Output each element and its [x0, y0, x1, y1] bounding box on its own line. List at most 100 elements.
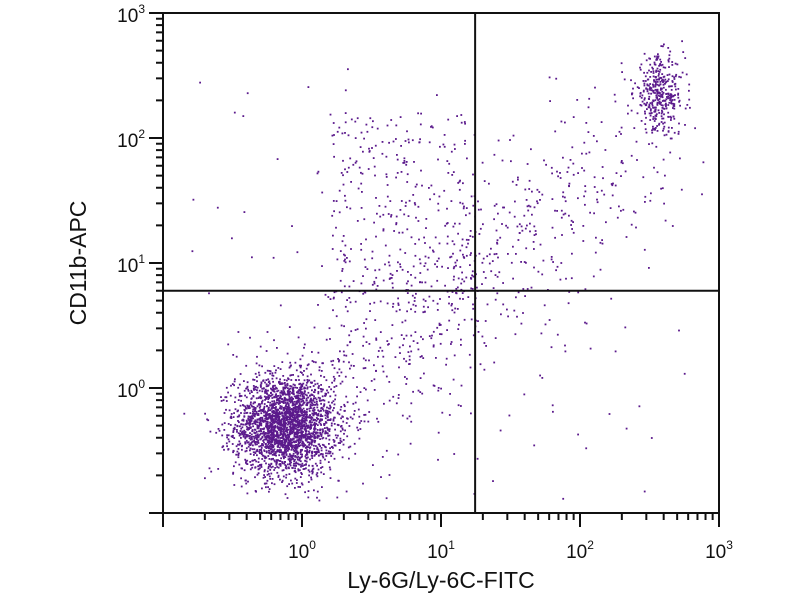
data-point [378, 205, 381, 207]
data-point [333, 403, 336, 406]
data-point [449, 393, 451, 395]
data-point [240, 399, 242, 402]
data-point [656, 104, 659, 106]
data-point [281, 361, 284, 363]
data-point [253, 451, 256, 454]
data-point [649, 199, 652, 202]
data-point [307, 441, 310, 444]
data-point [300, 386, 303, 389]
data-point [263, 434, 265, 437]
data-point [470, 412, 472, 415]
data-point [246, 404, 249, 407]
data-point [343, 354, 346, 357]
data-point [283, 418, 286, 421]
data-point [381, 349, 384, 352]
data-point [395, 124, 398, 127]
data-point [643, 490, 646, 493]
data-point [660, 93, 663, 96]
data-point [288, 441, 291, 444]
data-point [653, 61, 656, 64]
data-point [673, 131, 676, 134]
data-point [636, 159, 638, 161]
data-point [295, 379, 298, 382]
data-point [269, 445, 272, 448]
data-point [268, 473, 270, 475]
data-point [298, 406, 301, 409]
data-point [362, 275, 364, 277]
data-point [658, 84, 661, 87]
data-point [295, 482, 298, 484]
data-point [548, 319, 551, 321]
data-point [447, 118, 450, 121]
data-point [404, 140, 407, 142]
data-point [183, 412, 186, 415]
data-point [292, 406, 295, 409]
data-point [275, 396, 278, 399]
data-point [654, 106, 656, 109]
data-point [655, 94, 658, 97]
data-point [314, 361, 317, 364]
data-point [223, 422, 226, 424]
data-point [277, 459, 279, 461]
data-point [281, 445, 284, 448]
data-point [599, 241, 602, 244]
data-point [675, 73, 678, 76]
data-point [260, 448, 263, 451]
data-point [236, 424, 239, 427]
data-point [665, 104, 667, 106]
data-point [655, 96, 658, 99]
data-point [327, 391, 330, 394]
data-point [261, 454, 264, 457]
data-point [652, 116, 655, 118]
data-point [225, 442, 228, 445]
data-point [321, 431, 324, 434]
data-point [620, 175, 622, 177]
data-point [653, 106, 655, 109]
data-point [313, 441, 316, 444]
data-point [258, 364, 261, 367]
data-point [383, 402, 385, 405]
data-point [270, 426, 273, 429]
data-point [645, 87, 648, 90]
data-point [311, 402, 314, 405]
data-point [295, 417, 298, 419]
data-point [232, 427, 235, 430]
data-point [496, 239, 499, 242]
data-point [446, 160, 449, 162]
data-point [267, 455, 270, 457]
data-point [275, 369, 277, 372]
data-point [672, 115, 675, 118]
data-point [648, 95, 651, 98]
data-point [261, 402, 263, 405]
data-point [507, 253, 509, 255]
data-point [665, 133, 668, 136]
data-point [292, 452, 295, 455]
data-point [322, 473, 325, 475]
data-point [293, 424, 296, 426]
data-point [501, 159, 504, 162]
data-point [662, 86, 665, 89]
data-point [453, 354, 456, 357]
data-point [656, 171, 659, 174]
data-point [256, 473, 259, 476]
data-point [408, 363, 410, 365]
data-point [512, 245, 514, 248]
data-point [501, 223, 503, 225]
data-point [455, 264, 457, 267]
data-point [650, 87, 653, 89]
data-point [268, 449, 270, 452]
data-point [444, 224, 447, 227]
data-point [584, 203, 586, 206]
data-point [333, 367, 336, 370]
data-point [362, 292, 365, 295]
data-point [644, 201, 646, 203]
data-point [484, 320, 487, 322]
data-point [259, 445, 262, 447]
data-point [554, 209, 556, 212]
data-point [277, 442, 280, 445]
data-point [265, 435, 267, 438]
data-point [674, 62, 677, 65]
data-point [668, 73, 671, 76]
data-point [342, 159, 344, 162]
data-point [260, 424, 262, 426]
